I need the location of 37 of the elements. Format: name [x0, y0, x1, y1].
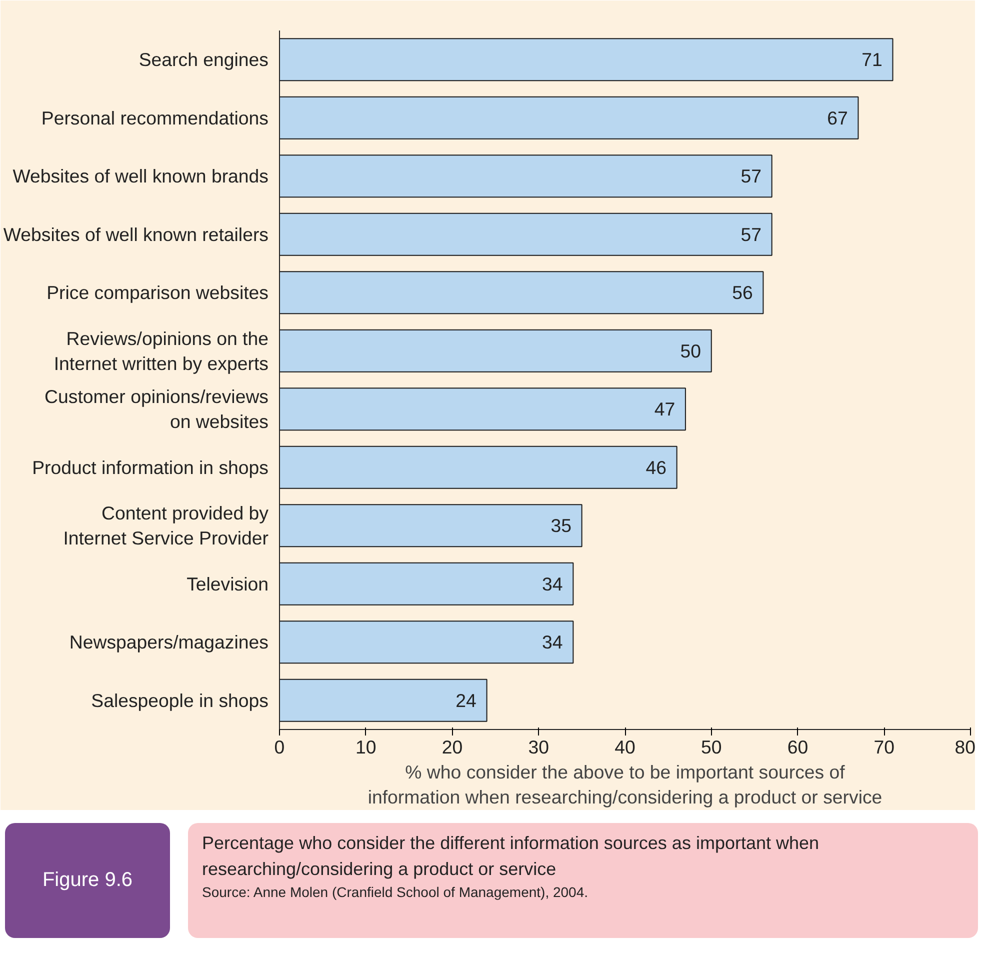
y-tick-label: Websites of well known brands — [12, 166, 269, 187]
data-label: 71 — [862, 49, 882, 70]
x-tick-label: 70 — [874, 736, 895, 758]
text: Percentage who consider the different information sources as important when researching/considering a product or service — [202, 832, 820, 881]
x-tick-label: 60 — [787, 736, 808, 758]
x-axis-title: % who consider the above to be important sources of information when researching/considering a product or service — [368, 762, 882, 808]
y-tick-label: Newspapers/magazines — [69, 632, 269, 653]
x-tick-label: 40 — [614, 736, 636, 758]
data-label: 57 — [740, 166, 762, 187]
x-tick-label: 10 — [356, 736, 376, 758]
y-tick-label: Content provided by Internet Service Provider — [63, 502, 270, 549]
data-label: 34 — [542, 573, 563, 594]
y-tick-label: Websites of well known retailers — [3, 224, 269, 245]
data-label: 47 — [654, 398, 676, 420]
x-tick-label: 50 — [701, 736, 722, 758]
y-tick-label: Reviews/opinions on the Internet written by experts — [54, 328, 269, 374]
data-label: 56 — [732, 282, 753, 304]
data-label: 24 — [456, 690, 476, 711]
data-label: 57 — [740, 224, 762, 245]
y-tick-label: Television — [186, 573, 268, 594]
data-label: 46 — [646, 456, 666, 478]
y-tick-label: Product information in shops — [32, 456, 268, 478]
y-tick-label: Salespeople in shops — [91, 690, 269, 711]
caption: Figure 9.6 — [42, 868, 133, 894]
x-tick-label: 30 — [528, 736, 550, 758]
y-tick-label: Search engines — [138, 49, 269, 70]
y-tick-label: Price comparison websites — [46, 282, 268, 304]
x-tick-label: 0 — [274, 736, 285, 758]
x-tick-label: 20 — [442, 736, 463, 758]
x-tick-label: 80 — [954, 736, 976, 758]
data-label: 34 — [542, 632, 563, 653]
y-tick-label: Personal recommendations — [41, 107, 269, 128]
y-tick-label: Customer opinions/reviews on websites — [44, 386, 269, 432]
data-label: 50 — [680, 340, 702, 362]
data-label: 67 — [827, 107, 848, 128]
source-note: Source: Anne Molen (Cranfield School of Management), 2004. — [202, 883, 590, 902]
data-label: 35 — [550, 515, 572, 536]
